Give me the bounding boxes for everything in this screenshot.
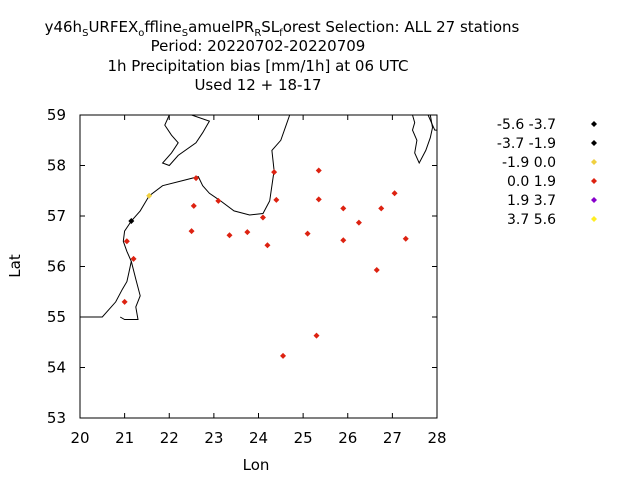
title-segment: SL (261, 18, 280, 36)
data-point (340, 205, 347, 212)
title-segment: Period: 20220702-20220709 (151, 37, 366, 55)
data-point (373, 267, 380, 274)
data-point (130, 255, 137, 262)
x-tick-label: 24 (249, 429, 268, 447)
legend: -5.6 -3.7 -3.7 -1.9 -1.9 0.0 0.0 1.9 1.9 3.7… (497, 117, 597, 228)
data-point (146, 192, 153, 199)
data-point (190, 202, 197, 209)
x-axis-ticks: 20 21 22 23 24 25 26 27 28 (70, 115, 447, 447)
title-segment: y46h (45, 18, 82, 36)
data-point (315, 196, 322, 203)
data-point (402, 235, 409, 242)
y-tick-label: 53 (47, 409, 66, 427)
title-line: 1h Precipitation bias [mm/1h] at 06 UTC (107, 57, 408, 75)
y-tick-label: 58 (47, 157, 66, 175)
y-tick-label: 57 (47, 207, 66, 225)
legend-marker (591, 159, 597, 165)
title-segment: f (279, 28, 283, 39)
data-point (313, 332, 320, 339)
data-point (128, 218, 135, 225)
x-tick-label: 23 (204, 429, 223, 447)
legend-marker (591, 216, 597, 222)
title-line: y46hSURFEXofflineSamuelPRRSLforest Selec… (45, 18, 520, 39)
x-tick-label: 28 (427, 429, 446, 447)
data-point (315, 167, 322, 174)
data-point (244, 229, 251, 236)
title-segment: Used 12 + 18-17 (194, 76, 321, 94)
title-segment: o (138, 28, 144, 39)
title-segment: amuelPR (188, 18, 254, 36)
y-tick-label: 54 (47, 359, 66, 377)
legend-label: 0.0 1.9 (507, 174, 556, 190)
legend-label: -5.6 -3.7 (497, 117, 556, 133)
data-point (193, 175, 200, 182)
title-segment: S (82, 28, 88, 39)
x-tick-label: 25 (294, 429, 313, 447)
x-tick-label: 21 (115, 429, 134, 447)
x-tick-label: 22 (160, 429, 179, 447)
legend-marker (591, 178, 597, 184)
data-point (215, 197, 222, 204)
legend-marker (591, 197, 597, 203)
title-segment: S (182, 28, 188, 39)
y-tick-label: 56 (47, 258, 66, 276)
data-point (340, 237, 347, 244)
y-tick-label: 59 (47, 106, 66, 124)
title-line: Period: 20220702-20220709 (151, 37, 366, 55)
legend-label: 1.9 3.7 (507, 193, 556, 209)
data-point (188, 228, 195, 235)
y-tick-label: 55 (47, 308, 66, 326)
x-axis-label: Lon (243, 456, 270, 474)
data-point (123, 238, 130, 245)
data-point (273, 196, 280, 203)
legend-label: -1.9 0.0 (502, 155, 556, 171)
data-point (259, 214, 266, 221)
coastline (161, 115, 211, 167)
data-point (355, 219, 362, 226)
data-points (121, 167, 409, 359)
data-point (391, 190, 398, 197)
coastline-map (80, 115, 437, 320)
title-segment: orest Selection: ALL 27 stations (283, 18, 520, 36)
title-segment: URFEX (88, 18, 138, 36)
data-point (121, 298, 128, 305)
data-point (226, 232, 233, 239)
data-point (280, 352, 287, 359)
data-point (264, 242, 271, 249)
data-point (304, 230, 311, 237)
legend-label: -3.7 -1.9 (497, 136, 556, 152)
coastline (119, 261, 141, 320)
legend-label: 3.7 5.6 (507, 212, 556, 228)
data-point (271, 169, 278, 176)
coastline (411, 115, 434, 165)
y-axis-ticks: 53 54 55 56 57 58 59 (47, 106, 437, 427)
chart-title: y46hSURFEXofflineSamuelPRRSLforest Selec… (45, 18, 520, 94)
x-tick-label: 20 (70, 429, 89, 447)
coastline (427, 115, 437, 131)
x-tick-label: 26 (338, 429, 357, 447)
title-segment: ffline (144, 18, 181, 36)
y-axis-label: Lat (6, 254, 24, 278)
x-tick-label: 27 (383, 429, 402, 447)
title-line: Used 12 + 18-17 (194, 76, 321, 94)
legend-marker (591, 140, 597, 146)
title-segment: R (254, 28, 261, 39)
plot-frame (79, 114, 438, 419)
data-point (378, 205, 385, 212)
coastline (80, 115, 291, 318)
title-segment: 1h Precipitation bias [mm/1h] at 06 UTC (107, 57, 408, 75)
legend-marker (591, 121, 597, 127)
